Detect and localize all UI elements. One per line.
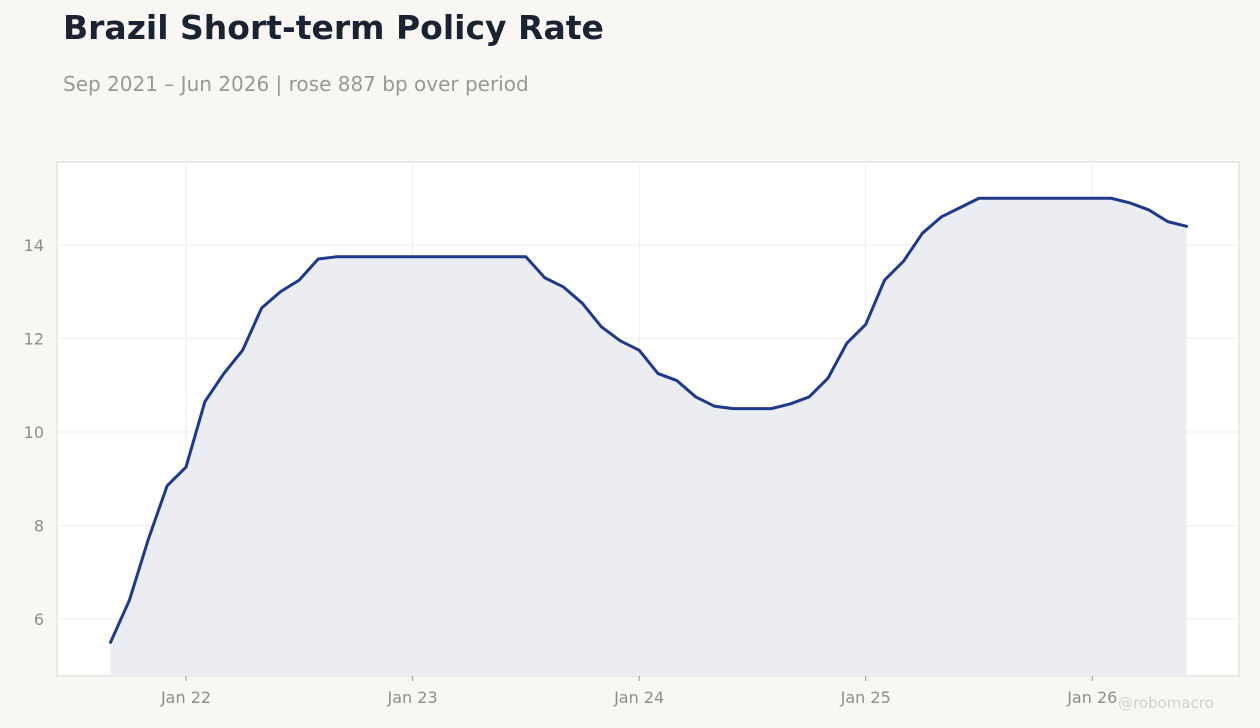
data-point — [675, 379, 678, 382]
data-point — [770, 407, 773, 410]
data-point — [996, 197, 999, 200]
data-point — [468, 255, 471, 258]
page-subtitle: Sep 2021 – Jun 2026 | rose 887 bp over p… — [63, 72, 529, 96]
data-point — [1053, 197, 1056, 200]
y-tick-label: 10 — [24, 423, 44, 442]
data-point — [638, 349, 641, 352]
data-point — [260, 307, 263, 310]
data-point — [203, 400, 206, 403]
data-point — [128, 599, 131, 602]
data-point — [505, 255, 508, 258]
data-point — [524, 255, 527, 258]
x-tick-label: Jan 23 — [387, 688, 438, 707]
data-point — [713, 405, 716, 408]
tick-labels: 6 8 10 12 14 Jan 22 Jan 23 Jan 24 Jan 25 Jan 26 — [24, 236, 1118, 707]
data-point — [1091, 197, 1094, 200]
series-line — [109, 196, 1189, 644]
watermark: @robomacro — [1118, 694, 1214, 712]
data-point — [977, 197, 980, 200]
data-point — [354, 255, 357, 258]
data-point — [657, 372, 660, 375]
data-point — [241, 349, 244, 352]
data-point — [1129, 201, 1132, 204]
data-point — [430, 255, 433, 258]
data-point — [222, 372, 225, 375]
data-point — [789, 402, 792, 405]
data-point — [732, 407, 735, 410]
data-point — [1110, 197, 1113, 200]
data-point — [902, 260, 905, 263]
data-point — [864, 323, 867, 326]
data-point — [751, 407, 754, 410]
data-point — [185, 466, 188, 469]
page-title: Brazil Short-term Policy Rate — [63, 8, 604, 47]
data-point — [392, 255, 395, 258]
data-point — [1147, 208, 1150, 211]
x-tick-label: Jan 26 — [1066, 688, 1117, 707]
data-point — [845, 342, 848, 345]
data-point — [166, 484, 169, 487]
data-point — [883, 279, 886, 282]
data-point — [921, 232, 924, 235]
data-point — [562, 286, 565, 289]
data-point — [826, 377, 829, 380]
data-point — [373, 255, 376, 258]
area-layer — [109, 196, 1189, 676]
data-point — [147, 538, 150, 541]
data-point — [279, 290, 282, 293]
data-point — [1034, 197, 1037, 200]
data-point — [1185, 225, 1188, 228]
data-point — [336, 255, 339, 258]
data-point — [619, 339, 622, 342]
data-point — [940, 215, 943, 218]
data-point — [543, 276, 546, 279]
y-tick-label: 6 — [34, 610, 44, 629]
data-point — [449, 255, 452, 258]
data-point — [487, 255, 490, 258]
data-point — [411, 255, 414, 258]
data-point — [808, 395, 811, 398]
data-point — [1072, 197, 1075, 200]
y-tick-label: 8 — [34, 517, 44, 536]
data-point — [1015, 197, 1018, 200]
data-point — [959, 206, 962, 209]
x-tick-label: Jan 24 — [613, 688, 664, 707]
data-point — [1166, 220, 1169, 223]
data-point — [109, 641, 112, 644]
x-tick-label: Jan 22 — [160, 688, 211, 707]
y-tick-label: 12 — [24, 330, 44, 349]
data-point — [317, 258, 320, 261]
y-tick-label: 14 — [24, 236, 44, 255]
data-point — [600, 325, 603, 328]
x-tick-label: Jan 25 — [840, 688, 891, 707]
series-area-fill — [110, 198, 1187, 676]
data-point — [581, 302, 584, 305]
data-point — [298, 279, 301, 282]
data-point — [694, 395, 697, 398]
